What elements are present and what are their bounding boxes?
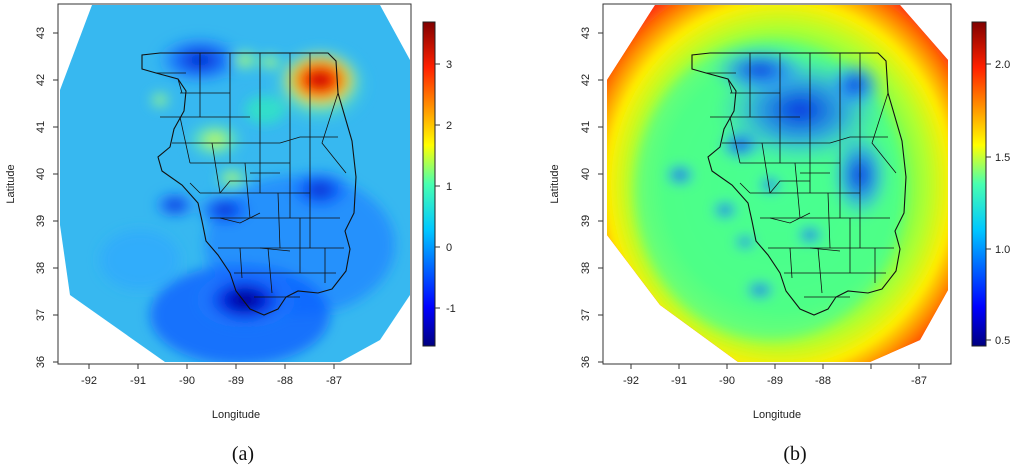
panel-a-field	[60, 5, 410, 362]
panel-a-x-tick: -90	[179, 375, 195, 387]
panel-b-y-tick: 37	[580, 309, 592, 321]
panel-b-y-tick: 36	[580, 356, 592, 368]
panel-b-x-tick: -87	[911, 375, 927, 387]
panel-b-y-tick: 39	[580, 215, 592, 227]
panel-a-x-tick: -88	[277, 375, 293, 387]
panel-b-colorbar: 2.0 1.5 1.0 0.5	[971, 21, 1010, 347]
panel-b-caption: (b)	[783, 443, 806, 465]
panel-b-y-tick: 41	[580, 121, 592, 133]
panel-a-colorbar-tick: 1	[446, 181, 452, 193]
panel-b-colorbar-tick: 0.5	[995, 335, 1010, 347]
panel-a-colorbar-scale	[422, 21, 436, 347]
panel-a-colorbar-tick: -1	[446, 303, 456, 315]
panel-b-x-tick: -92	[623, 375, 639, 387]
panel-b-illinois-map	[691, 52, 907, 316]
panel-b-x-label: Longitude	[753, 409, 801, 421]
panel-b-y-tick: 40	[580, 168, 592, 180]
panel-b-y-tick: 43	[580, 27, 592, 39]
panel-a-y-tick: 37	[35, 309, 47, 321]
panel-b-y-label: Latitude	[549, 164, 561, 203]
panel-b-colorbar-scale	[971, 21, 987, 347]
panel-a-x-tick: -89	[228, 375, 244, 387]
panel-a-illinois-map	[141, 52, 357, 316]
panel-b-axes	[598, 32, 920, 369]
panel-b-y-tick: 42	[580, 74, 592, 86]
panel-b: -92 -91 -90 -89 -88 -87 36 37 38 39 40 4…	[549, 3, 1010, 465]
panel-a-x-tick: -91	[130, 375, 146, 387]
panel-a-y-tick: 41	[35, 121, 47, 133]
panel-a-colorbar-tick: 0	[446, 242, 452, 254]
panel-b-x-tick: -88	[815, 375, 831, 387]
panel-b-field	[607, 5, 948, 362]
panel-a-y-label: Latitude	[5, 164, 17, 203]
panel-a-y-tick: 38	[35, 262, 47, 274]
panel-a-colorbar: 3 2 1 0 -1	[422, 21, 456, 347]
panel-a-y-tick: 36	[35, 356, 47, 368]
panel-a-x-label: Longitude	[212, 409, 260, 421]
panel-a-x-tick: -92	[81, 375, 97, 387]
panel-b-colorbar-tick: 1.0	[995, 244, 1010, 256]
panel-a-colorbar-tick: 2	[446, 120, 452, 132]
panel-a-y-tick: 43	[35, 27, 47, 39]
panel-b-y-tick: 38	[580, 262, 592, 274]
panel-a-axes	[53, 32, 335, 369]
panel-b-x-tick: -89	[767, 375, 783, 387]
panel-b-x-tick: -90	[719, 375, 735, 387]
panel-a-y-tick: 42	[35, 74, 47, 86]
panel-b-x-tick: -91	[671, 375, 687, 387]
panel-a-colorbar-tick: 3	[446, 59, 452, 71]
panel-b-colorbar-tick: 2.0	[995, 59, 1010, 71]
panel-a-caption: (a)	[232, 443, 254, 465]
panel-b-colorbar-tick: 1.5	[995, 152, 1010, 164]
panel-a-x-tick: -87	[326, 375, 342, 387]
panel-a-y-tick: 40	[35, 168, 47, 180]
panel-a: -92 -91 -90 -89 -88 -87 36 37 38 39 40 4…	[5, 3, 456, 465]
panel-a-y-tick: 39	[35, 215, 47, 227]
